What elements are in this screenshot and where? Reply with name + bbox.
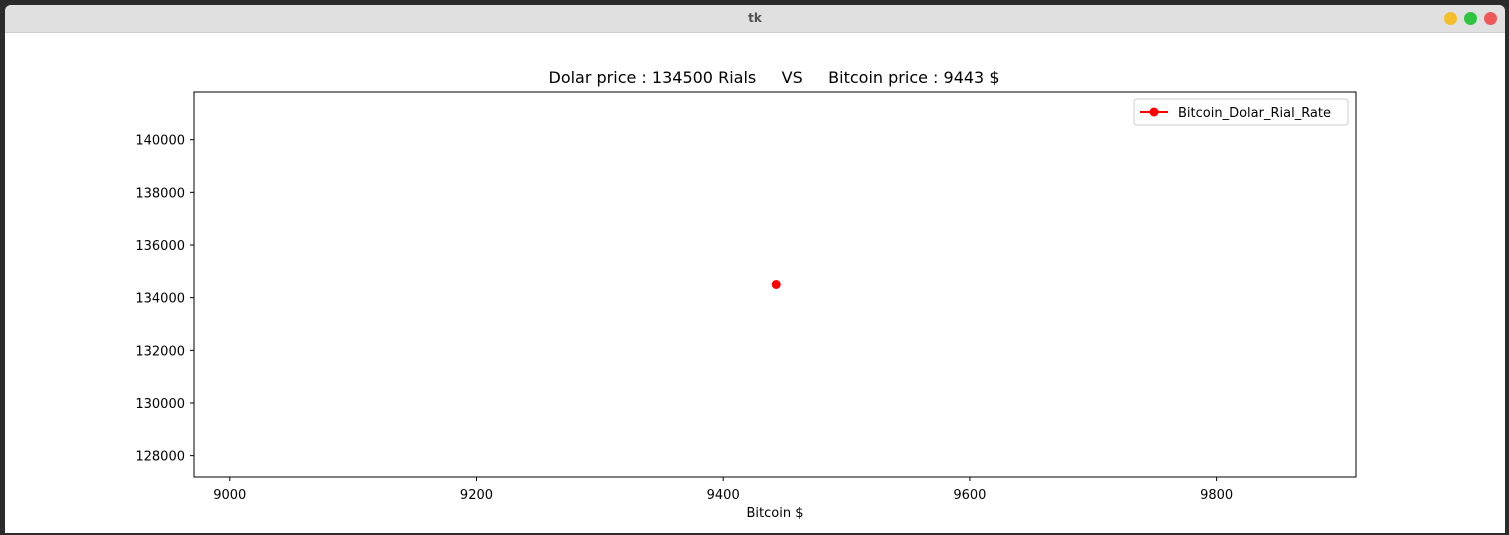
figure-canvas: Dolar price : 134500 Rials VS Bitcoin pr… — [5, 33, 1505, 533]
legend-label: Bitcoin_Dolar_Rial_Rate — [1178, 106, 1331, 121]
y-tick-label: 132000 — [135, 344, 185, 359]
y-tick-label: 128000 — [135, 450, 185, 465]
y-tick-label: 134000 — [135, 292, 185, 307]
close-button[interactable] — [1484, 12, 1497, 25]
app-window: tk Dolar price : 134500 Rials VS Bitcoin… — [5, 5, 1505, 533]
legend-marker — [1149, 107, 1159, 117]
y-tick-label: 136000 — [135, 239, 185, 254]
legend: Bitcoin_Dolar_Rial_Rate — [1133, 98, 1349, 126]
x-tick-label: 9800 — [1200, 488, 1233, 503]
x-axis-label: Bitcoin $ — [747, 506, 804, 521]
data-point — [771, 280, 781, 289]
title-bar[interactable]: tk — [5, 5, 1505, 33]
window-title: tk — [748, 11, 762, 25]
legend-box — [1133, 98, 1349, 126]
x-tick-label: 9600 — [953, 488, 986, 503]
series-group — [771, 280, 781, 289]
x-tick-label: 9000 — [213, 488, 246, 503]
x-tick-label: 9400 — [707, 488, 740, 503]
chart-svg: Dolar price : 134500 Rials VS Bitcoin pr… — [135, 68, 1357, 521]
chart-title: Dolar price : 134500 Rials VS Bitcoin pr… — [549, 68, 1000, 87]
x-tick-label: 9200 — [460, 488, 493, 503]
minimize-button[interactable] — [1444, 12, 1457, 25]
x-axis: 9000 9200 9400 9600 9800 — [213, 477, 1233, 503]
y-axis: 128000 130000 132000 134000 136000 138000 1400… — [135, 134, 194, 465]
y-tick-label: 138000 — [135, 186, 185, 201]
maximize-button[interactable] — [1464, 12, 1477, 25]
y-tick-label: 140000 — [135, 134, 185, 149]
y-tick-label: 130000 — [135, 397, 185, 412]
